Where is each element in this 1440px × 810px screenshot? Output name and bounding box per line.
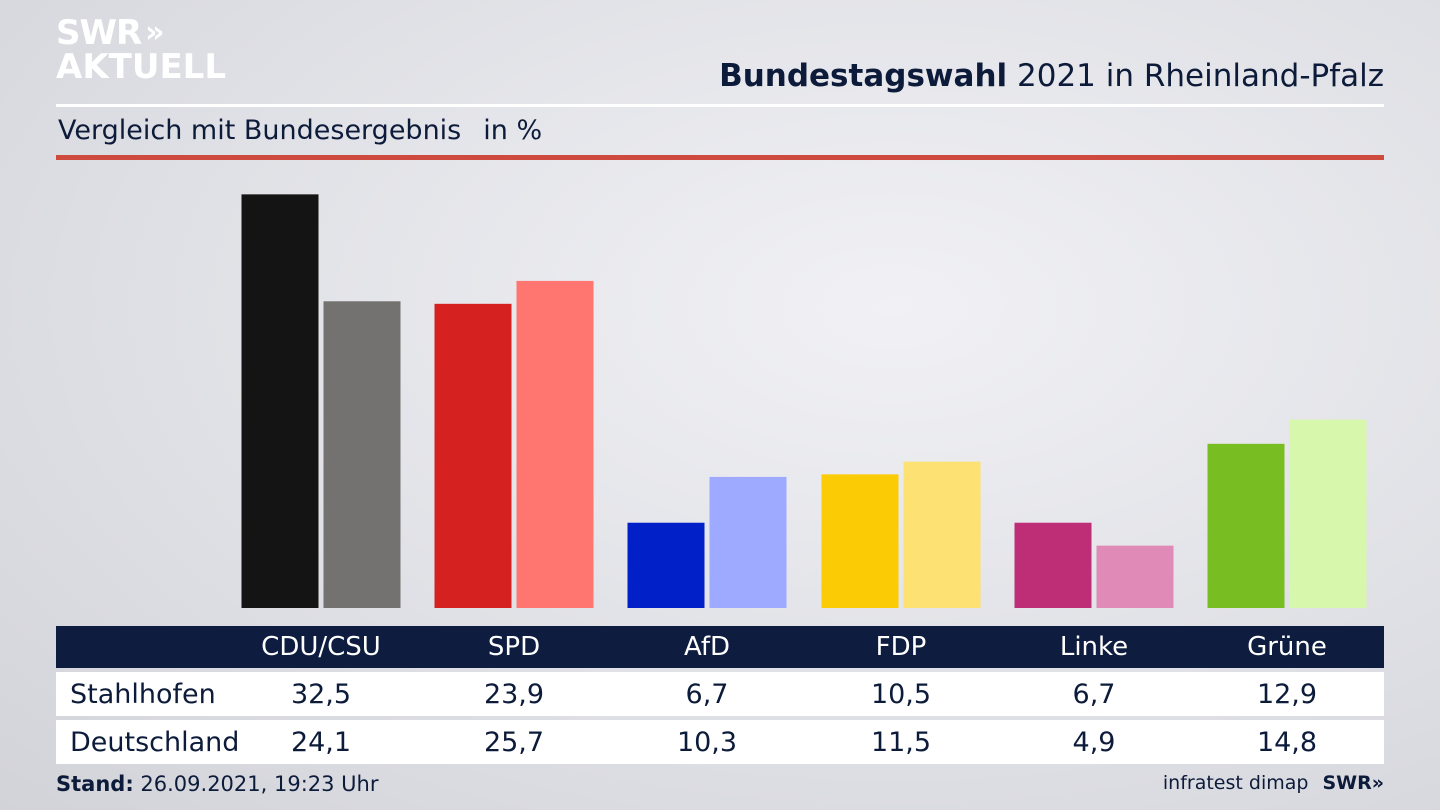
bar-afd-stahlhofen: [627, 522, 705, 608]
bar-fdp-stahlhofen: [821, 474, 899, 608]
timestamp: Stand: 26.09.2021, 19:23 Uhr: [56, 772, 379, 796]
table-cell: 10,3: [676, 726, 738, 758]
swr-aktuell-logo: SWR» AKTUELL: [56, 13, 227, 87]
table-row-stahlhofen: Stahlhofen 32,5 23,9 6,7 10,5 6,7 12,9: [56, 672, 1384, 716]
column-header-1: SPD: [487, 632, 541, 662]
unit-label: in %: [483, 115, 543, 146]
table-cell: 6,7: [685, 678, 729, 710]
bar-fdp-deutschland: [903, 461, 981, 608]
bar-gr-ne-deutschland: [1289, 419, 1367, 608]
column-header-4: Linke: [1059, 632, 1129, 662]
logo-chevrons-icon: »: [145, 15, 165, 50]
bar-afd-deutschland: [709, 476, 787, 608]
source-text: infratest dimap: [1162, 772, 1309, 794]
column-header-0: CDU/CSU: [261, 632, 381, 662]
table-row-deutschland: Deutschland 24,1 25,7 10,3 11,5 4,9 14,8: [56, 720, 1384, 764]
bar-spd-stahlhofen: [434, 303, 512, 608]
table-cell: 23,9: [483, 678, 545, 710]
footer-brand-text: SWR: [1322, 772, 1372, 794]
title-bold: Bundestagswahl: [719, 58, 1008, 94]
table-cell: 6,7: [1072, 678, 1116, 710]
table-header-row: CDU/CSU SPD AfD FDP Linke Grüne: [56, 626, 1384, 668]
bar-linke-stahlhofen: [1014, 522, 1092, 608]
row-label-stahlhofen: Stahlhofen: [70, 678, 216, 710]
logo-aktuell: AKTUELL: [56, 47, 227, 87]
column-header-5: Grüne: [1247, 632, 1327, 662]
table-cell: 10,5: [870, 678, 932, 710]
title-rest: 2021 in Rheinland-Pfalz: [1007, 58, 1384, 94]
bar-chart: [241, 194, 1367, 608]
bar-cdu-csu-stahlhofen: [241, 194, 319, 608]
stand-value: 26.09.2021, 19:23 Uhr: [133, 772, 379, 796]
footer-chevrons-icon: »: [1371, 772, 1384, 794]
accent-divider: [56, 155, 1384, 160]
chart-subtitle: Vergleich mit Bundesergebnis in %: [58, 115, 542, 146]
table-cell: 32,5: [290, 678, 352, 710]
row-label-deutschland: Deutschland: [70, 726, 240, 758]
stand-label: Stand:: [56, 772, 134, 796]
page-title: Bundestagswahl 2021 in Rheinland-Pfalz: [719, 58, 1384, 94]
bar-spd-deutschland: [516, 280, 594, 608]
bar-gr-ne-stahlhofen: [1207, 443, 1285, 608]
header-divider: [56, 104, 1384, 107]
table-cell: 24,1: [290, 726, 352, 758]
table-cell: 12,9: [1256, 678, 1318, 710]
subtitle-text: Vergleich mit Bundesergebnis: [58, 115, 462, 146]
results-table: CDU/CSU SPD AfD FDP Linke Grüne Stahlhofen 32…: [56, 626, 1384, 764]
column-header-2: AfD: [683, 632, 731, 662]
footer-brand: SWR»: [1322, 772, 1384, 794]
table-cell: 25,7: [483, 726, 545, 758]
bar-cdu-csu-deutschland: [323, 301, 401, 608]
column-header-3: FDP: [875, 632, 927, 662]
bar-linke-deutschland: [1096, 545, 1174, 608]
logo-swr: SWR: [56, 13, 142, 53]
table-cell: 11,5: [870, 726, 932, 758]
table-cell: 4,9: [1072, 726, 1116, 758]
source-credit: infratest dimap SWR»: [1163, 772, 1384, 794]
table-cell: 14,8: [1256, 726, 1318, 758]
